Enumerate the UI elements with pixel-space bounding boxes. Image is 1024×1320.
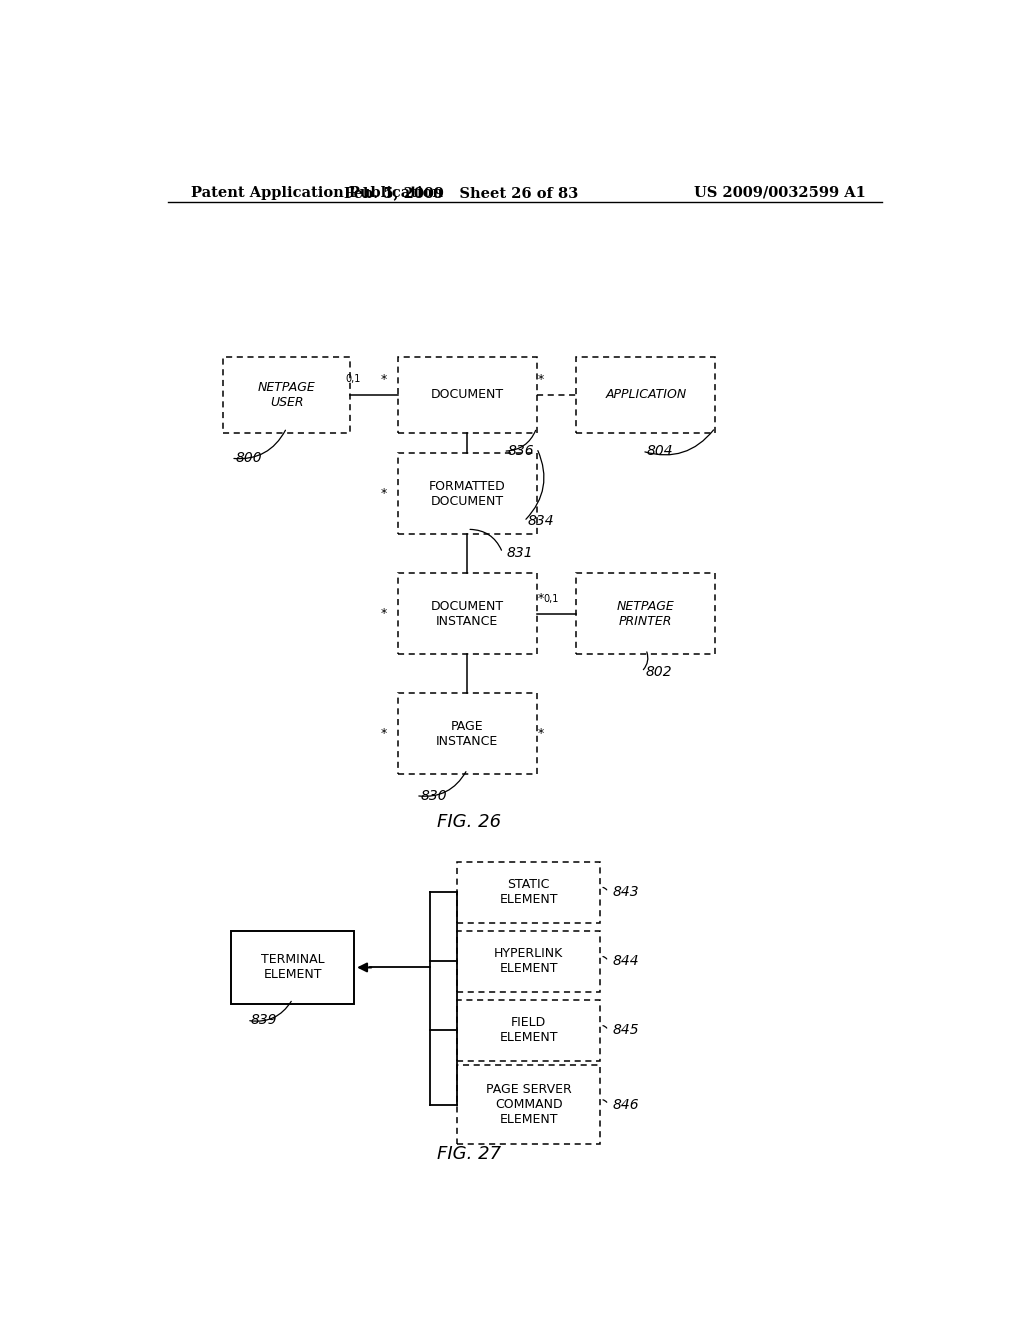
Text: NETPAGE
PRINTER: NETPAGE PRINTER: [616, 599, 675, 628]
Text: DOCUMENT
INSTANCE: DOCUMENT INSTANCE: [431, 599, 504, 628]
Text: *: *: [380, 607, 387, 620]
Text: 0,1: 0,1: [544, 594, 559, 603]
Text: 845: 845: [612, 1023, 639, 1038]
Bar: [458, 931, 600, 991]
Text: 836: 836: [507, 444, 534, 458]
Text: *: *: [538, 591, 544, 605]
Text: PAGE SERVER
COMMAND
ELEMENT: PAGE SERVER COMMAND ELEMENT: [486, 1084, 571, 1126]
Text: *: *: [380, 374, 387, 385]
Text: STATIC
ELEMENT: STATIC ELEMENT: [500, 878, 558, 907]
Text: 831: 831: [507, 545, 534, 560]
Text: 844: 844: [612, 954, 639, 969]
Text: *: *: [380, 727, 387, 741]
Text: 802: 802: [645, 665, 672, 678]
Bar: [458, 862, 600, 923]
Text: Feb. 5, 2009   Sheet 26 of 83: Feb. 5, 2009 Sheet 26 of 83: [344, 186, 579, 199]
Bar: [397, 573, 537, 655]
Text: 834: 834: [528, 515, 555, 528]
Text: 843: 843: [612, 886, 639, 899]
Text: Patent Application Publication: Patent Application Publication: [191, 186, 443, 199]
Bar: [577, 356, 716, 433]
Text: APPLICATION: APPLICATION: [605, 388, 686, 401]
Text: *: *: [380, 487, 387, 500]
Text: NETPAGE
USER: NETPAGE USER: [258, 380, 315, 409]
Bar: [223, 356, 350, 433]
Text: TERMINAL
ELEMENT: TERMINAL ELEMENT: [261, 953, 325, 982]
Text: *: *: [538, 374, 544, 385]
Text: FIG. 26: FIG. 26: [437, 813, 502, 832]
Bar: [397, 453, 537, 535]
Bar: [458, 1001, 600, 1061]
Text: 846: 846: [612, 1098, 639, 1111]
Text: FIG. 27: FIG. 27: [437, 1144, 502, 1163]
Bar: [458, 1065, 600, 1144]
Text: 800: 800: [236, 451, 262, 465]
Text: 830: 830: [420, 788, 446, 803]
Text: 839: 839: [251, 1014, 278, 1027]
Text: 804: 804: [646, 444, 673, 458]
Text: US 2009/0032599 A1: US 2009/0032599 A1: [694, 186, 866, 199]
Text: DOCUMENT: DOCUMENT: [431, 388, 504, 401]
Text: PAGE
INSTANCE: PAGE INSTANCE: [436, 719, 499, 747]
Text: 0,1: 0,1: [345, 375, 360, 384]
Bar: [397, 693, 537, 775]
Text: HYPERLINK
ELEMENT: HYPERLINK ELEMENT: [495, 948, 563, 975]
Bar: [231, 931, 354, 1005]
Text: *: *: [538, 727, 544, 741]
Bar: [397, 356, 537, 433]
Text: FIELD
ELEMENT: FIELD ELEMENT: [500, 1016, 558, 1044]
Bar: [577, 573, 716, 655]
Text: FORMATTED
DOCUMENT: FORMATTED DOCUMENT: [429, 479, 506, 508]
